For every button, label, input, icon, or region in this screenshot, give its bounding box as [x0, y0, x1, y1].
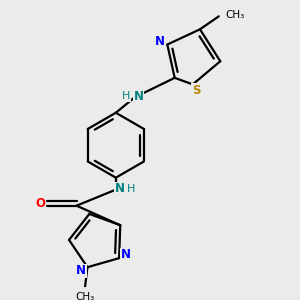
Text: S: S [192, 84, 200, 97]
Text: N: N [134, 89, 144, 103]
Text: H: H [122, 91, 130, 101]
Text: N: N [115, 182, 125, 195]
Text: N: N [121, 248, 131, 261]
Text: N: N [155, 35, 165, 48]
Text: CH₃: CH₃ [225, 10, 244, 20]
Text: N: N [76, 264, 86, 277]
Text: CH₃: CH₃ [75, 292, 94, 300]
Text: H: H [127, 184, 135, 194]
Text: O: O [35, 197, 45, 211]
